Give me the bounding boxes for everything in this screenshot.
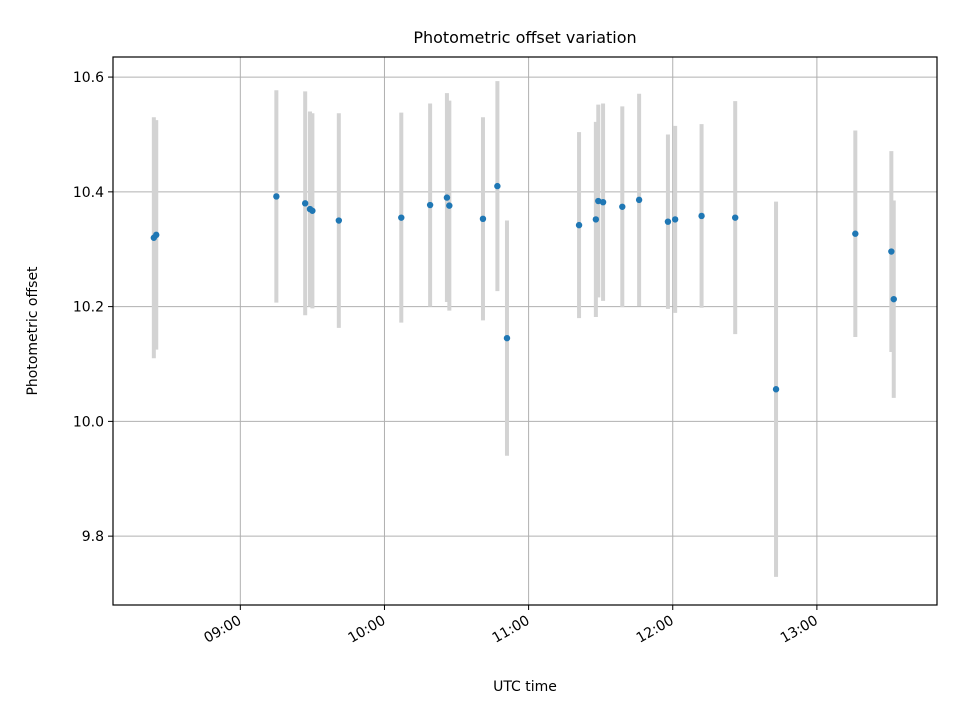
y-tick-label: 10.4: [73, 185, 104, 201]
data-point: [398, 214, 405, 221]
x-axis-label: UTC time: [493, 679, 557, 695]
data-point: [619, 203, 626, 210]
y-tick-label: 10.2: [73, 300, 104, 316]
data-point: [575, 221, 583, 229]
data-point: [301, 200, 309, 207]
data-point: [732, 214, 739, 221]
data-point: [479, 215, 487, 223]
data-point: [335, 217, 343, 224]
data-point: [671, 216, 679, 223]
data-point: [273, 193, 280, 200]
data-point: [494, 182, 501, 190]
data-points: [150, 182, 897, 393]
data-point: [852, 230, 859, 237]
data-point: [698, 212, 705, 220]
data-point: [446, 202, 453, 209]
y-tick-label: 10.6: [73, 70, 104, 86]
data-point: [772, 386, 780, 393]
chart-title: Photometric offset variation: [413, 28, 636, 47]
data-point: [664, 218, 672, 225]
y-tick-label: 9.8: [82, 529, 104, 545]
y-axis-ticks: 9.8 10.0 10.2 10.4 10.6: [73, 70, 113, 545]
data-point: [890, 295, 897, 303]
data-point: [503, 334, 511, 342]
grid: [113, 57, 937, 605]
data-point: [888, 248, 895, 255]
data-point: [153, 231, 160, 239]
data-point: [443, 194, 451, 201]
data-point: [592, 216, 600, 223]
data-point: [599, 198, 607, 206]
y-tick-label: 10.0: [73, 414, 104, 430]
data-point: [635, 196, 643, 204]
plot-frame: [112, 56, 938, 606]
data-point: [426, 201, 434, 209]
y-axis-label: Photometric offset: [25, 266, 41, 396]
data-point: [309, 207, 316, 214]
data-point: [595, 197, 602, 205]
